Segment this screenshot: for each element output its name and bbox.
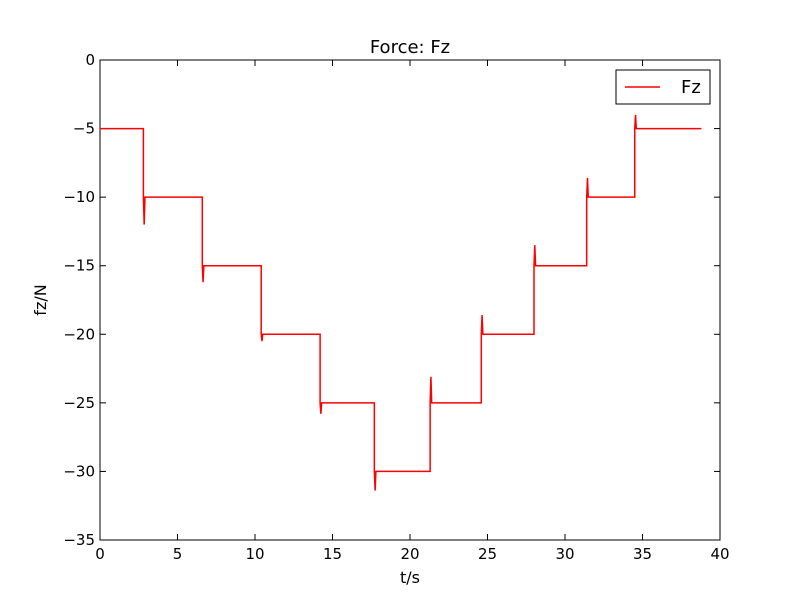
- x-tick-label: 0: [95, 545, 105, 563]
- y-tick-label: −15: [63, 257, 95, 275]
- x-tick-label: 15: [323, 545, 342, 563]
- y-axis-label: fz/N: [31, 284, 50, 315]
- chart-title: Force: Fz: [370, 37, 450, 58]
- axis-ticks: 0 5 10 15 20 25 30 35 40 0 −5 −10 −15 −20 −25 −30 −35: [63, 51, 729, 563]
- x-axis-label: t/s: [400, 568, 420, 587]
- x-tick-label: 5: [173, 545, 183, 563]
- plot-frame: [99, 59, 721, 541]
- y-tick-label: −10: [63, 188, 95, 206]
- x-tick-label: 35: [633, 545, 652, 563]
- x-tick-label: 10: [245, 545, 264, 563]
- series-line-fz: [100, 114, 702, 491]
- series-layer: [100, 114, 702, 491]
- y-tick-label: −35: [63, 531, 95, 549]
- x-tick-label: 30: [555, 545, 574, 563]
- legend: Fz: [615, 69, 711, 105]
- legend-label-fz: Fz: [681, 77, 701, 98]
- y-tick-label: −5: [73, 120, 95, 138]
- y-tick-label: −20: [63, 325, 95, 343]
- y-tick-label: −25: [63, 394, 95, 412]
- y-tick-label: −30: [63, 462, 95, 480]
- x-tick-label: 20: [400, 545, 419, 563]
- y-tick-label: 0: [85, 51, 95, 69]
- x-tick-label: 40: [710, 545, 729, 563]
- x-tick-label: 25: [478, 545, 497, 563]
